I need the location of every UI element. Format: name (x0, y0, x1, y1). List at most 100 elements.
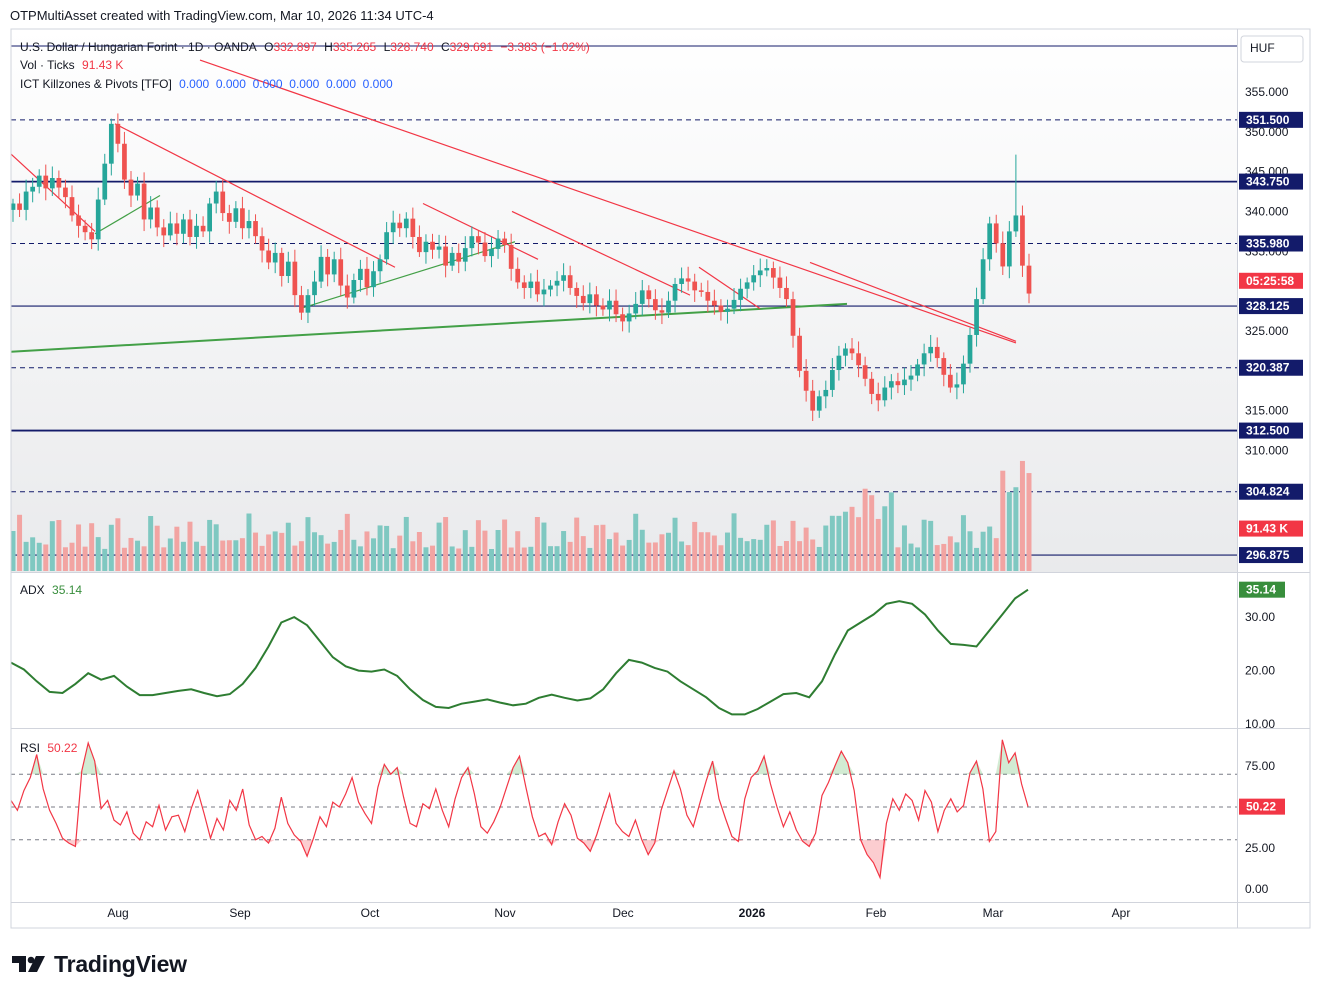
rsi-oversold-fill (809, 839, 816, 847)
candle (843, 348, 848, 356)
volume-bar (102, 548, 108, 571)
candle (443, 246, 448, 266)
volume-bar (449, 546, 455, 571)
volume-bar (384, 525, 390, 571)
volume-bar (200, 545, 206, 571)
adx-pane[interactable] (10, 574, 1237, 728)
candle (980, 259, 986, 300)
rsi-pane-background (11, 731, 1237, 902)
volume-bar (829, 515, 835, 571)
volume-bar (1006, 492, 1012, 571)
candle (108, 123, 114, 164)
volume-bar (495, 530, 501, 571)
candle (187, 219, 193, 237)
volume-bar (338, 529, 344, 571)
candle (580, 295, 586, 304)
volume-bar (128, 537, 134, 571)
volume-bar (397, 535, 403, 571)
candle (947, 374, 953, 388)
candle (299, 295, 304, 313)
candle (371, 271, 376, 288)
candle (115, 123, 121, 144)
adx-legend[interactable]: ADX 35.14 (20, 583, 86, 597)
candle (482, 242, 488, 257)
rsi-tick-label: 25.00 (1245, 841, 1275, 855)
volume-bar (521, 547, 527, 571)
volume-bar (508, 547, 514, 571)
volume-bar (797, 541, 803, 571)
volume-bar (410, 541, 416, 571)
volume-bar (987, 526, 993, 571)
candle (430, 241, 435, 250)
volume-bar (915, 547, 921, 571)
adx-tick-label: 20.00 (1245, 664, 1275, 678)
price-pane[interactable] (10, 29, 1237, 572)
candle (17, 203, 22, 210)
volume-bar (285, 522, 291, 571)
volume-bar (869, 495, 875, 571)
candle (567, 275, 573, 288)
price-label-text: 343.750 (1246, 175, 1290, 189)
volume-bar (246, 513, 252, 571)
time-axis-label: Nov (494, 906, 515, 920)
price-label-badge (1239, 422, 1303, 439)
candle (744, 282, 750, 289)
volume-bar (371, 538, 377, 571)
volume-bar (606, 539, 612, 571)
candle (508, 244, 514, 269)
volume-bar (967, 531, 973, 571)
volume-bar (23, 541, 29, 571)
candle (456, 252, 462, 262)
trendline (698, 266, 761, 310)
volume-bar (711, 535, 717, 571)
candle (469, 236, 475, 249)
symbol-legend[interactable]: U.S. Dollar / Hungarian Forint · 1D · OA… (20, 40, 594, 54)
rsi-legend[interactable]: RSI 50.22 (20, 741, 81, 755)
volume-bar (305, 517, 311, 571)
candle (810, 390, 816, 411)
candle (607, 300, 612, 310)
candle (476, 236, 481, 243)
rsi-oversold-fill (796, 839, 803, 842)
candle (777, 277, 783, 288)
adx-tick-label: 30.00 (1245, 610, 1275, 624)
volume-bar (633, 513, 639, 571)
tradingview-logo[interactable]: TradingView (12, 950, 187, 978)
rsi-oversold-fill (989, 839, 996, 842)
candle (639, 290, 645, 304)
price-label-badge (1239, 111, 1303, 128)
candle (331, 259, 337, 275)
volume-bar (705, 532, 711, 571)
chart-attribution: OTPMultiAsset created with TradingView.c… (10, 8, 434, 23)
candle (626, 313, 632, 322)
candle (1006, 231, 1012, 267)
trendline (511, 210, 691, 296)
candle (797, 335, 802, 371)
volume-bar (751, 539, 757, 571)
candle (63, 187, 68, 198)
candle (895, 381, 901, 386)
candle (36, 175, 42, 187)
rsi-pane[interactable] (10, 731, 1237, 902)
ict-label: ICT Killzones & Pivots [TFO] (20, 77, 172, 91)
volume-bar (239, 538, 245, 571)
candle (1026, 265, 1032, 294)
time-axis-label: Mar (983, 906, 1004, 920)
price-label-text: 351.500 (1246, 113, 1290, 127)
ohlc-change: −3.383 (−1.02%) (500, 40, 590, 54)
volume-bar (974, 547, 980, 571)
ohlc-open-label: O (264, 40, 274, 54)
candle (148, 207, 154, 220)
volume-bar (908, 543, 914, 571)
volume-bar (253, 532, 259, 571)
candle (213, 191, 219, 204)
adx-value-badge (1239, 581, 1285, 598)
volume-bar (947, 536, 953, 571)
candle (436, 246, 442, 250)
volume-bar (148, 516, 154, 571)
volume-legend[interactable]: Vol · Ticks 91.43 K (20, 58, 127, 72)
candle (292, 261, 298, 296)
ict-legend[interactable]: ICT Killzones & Pivots [TFO] 0.000 0.000… (20, 77, 397, 91)
candle (967, 334, 973, 364)
